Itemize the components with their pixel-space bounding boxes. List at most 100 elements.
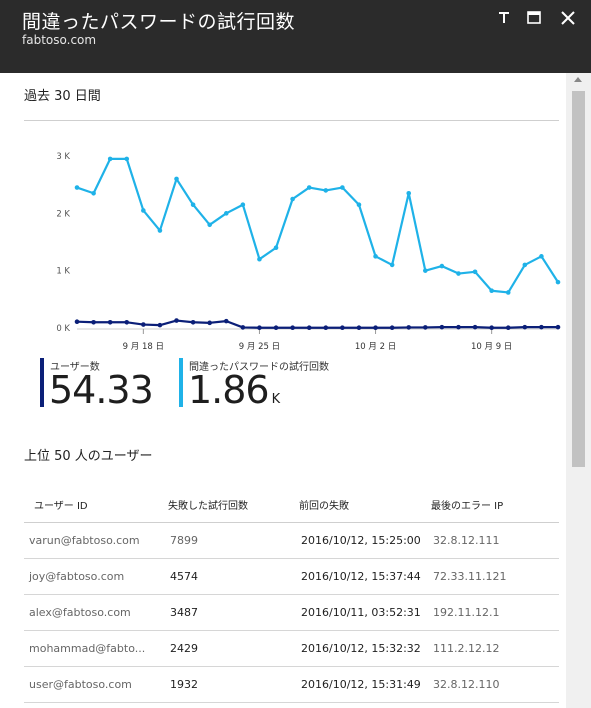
- users-data-point: [356, 325, 362, 331]
- users-data-point: [439, 324, 445, 330]
- users-data-point: [555, 324, 561, 330]
- user-id-cell: varun@fabtoso.com: [24, 522, 158, 559]
- x-tick-label: 10 月 2 日: [355, 342, 396, 352]
- top-users-title: 上位 50 人のユーザー: [24, 449, 153, 464]
- users-data-point: [539, 324, 544, 330]
- failed-attempts-cell: 2429: [158, 630, 289, 667]
- table-header-row: ユーザー ID 失敗した試行回数 前回の失敗 最後のエラー IP: [24, 486, 559, 523]
- kpi-attempts-value: 1.86 K: [188, 368, 281, 412]
- kpi-users-value: 54.33: [49, 368, 154, 412]
- last-error-ip-cell: 32.8.12.111: [421, 522, 559, 559]
- attempts-data-point: [505, 290, 511, 295]
- last-error-ip-cell: 192.11.12.1: [421, 594, 559, 631]
- last-error-ip-cell: 72.33.11.121: [421, 558, 559, 595]
- pin-icon[interactable]: [495, 9, 513, 27]
- kpi-users-label: ユーザー数: [50, 362, 100, 373]
- users-data-point: [74, 319, 80, 324]
- kpi-users-color-bar: [40, 358, 44, 407]
- users-data-point: [340, 325, 345, 331]
- blade-title: 間違ったパスワードの試行回数: [22, 11, 296, 33]
- scroll-up-arrow-icon[interactable]: [574, 77, 582, 82]
- column-header-user-id[interactable]: ユーザー ID: [24, 486, 158, 523]
- users-data-point: [273, 325, 279, 331]
- users-data-point: [290, 325, 295, 331]
- users-series-line: [76, 319, 558, 329]
- attempts-data-point: [323, 188, 329, 193]
- attempts-data-point: [406, 190, 412, 196]
- failed-attempts-cell: 7899: [158, 522, 289, 559]
- users-data-point: [423, 325, 428, 330]
- attempts-data-point: [190, 202, 196, 208]
- users-data-point: [406, 325, 412, 330]
- failed-attempts-cell: 4574: [158, 558, 289, 595]
- blade-content: 過去 30 日間 0 K 1 K 2 K 3 K 9 月 18 日 9 月 25 日 10 …: [0, 73, 566, 708]
- attempts-data-point: [439, 263, 445, 269]
- divider: [24, 120, 559, 121]
- users-data-point: [505, 325, 511, 331]
- scroll-thumb[interactable]: [572, 91, 585, 467]
- last-error-ip-cell: 32.8.12.110: [421, 666, 559, 703]
- attempts-data-point: [290, 196, 295, 202]
- attempts-data-point: [423, 268, 428, 273]
- attempts-data-point: [91, 190, 96, 196]
- blade-subtitle: fabtoso.com: [22, 33, 97, 47]
- y-tick-label: 0 K: [56, 324, 70, 334]
- close-icon[interactable]: [559, 9, 577, 27]
- failed-attempts-cell: 1932: [158, 666, 289, 703]
- users-data-point: [323, 325, 329, 331]
- attempts-data-point: [141, 208, 146, 213]
- maximize-icon[interactable]: [525, 9, 543, 27]
- attempts-data-point: [373, 254, 378, 259]
- last-error-ip-cell: 111.2.12.12: [421, 630, 559, 667]
- last-failure-cell: 2016/10/12, 15:37:44: [289, 558, 421, 595]
- users-data-point: [124, 319, 130, 325]
- users-data-point: [389, 325, 395, 331]
- user-id-cell: user@fabtoso.com: [24, 666, 158, 703]
- y-tick-label: 1 K: [56, 267, 70, 277]
- table-row[interactable]: mohammad@fabto... 2429 2016/10/12, 15:32…: [24, 630, 559, 667]
- users-data-point: [472, 324, 478, 330]
- column-header-failed-attempts[interactable]: 失敗した試行回数: [158, 486, 289, 523]
- users-data-point: [522, 324, 528, 330]
- table-row[interactable]: user@fabtoso.com 1932 2016/10/12, 15:31:…: [24, 666, 559, 703]
- attempts-data-point: [207, 222, 212, 228]
- users-data-point: [190, 319, 196, 325]
- attempts-data-point: [356, 202, 362, 208]
- users-data-point: [174, 318, 179, 323]
- users-data-point: [257, 325, 262, 331]
- last-failure-cell: 2016/10/12, 15:31:49: [289, 666, 421, 703]
- table-row[interactable]: joy@fabtoso.com 4574 2016/10/12, 15:37:4…: [24, 558, 559, 595]
- attempts-data-point: [257, 256, 262, 262]
- user-id-cell: alex@fabtoso.com: [24, 594, 158, 631]
- failed-attempts-cell: 3487: [158, 594, 289, 631]
- column-header-last-failure[interactable]: 前回の失敗: [289, 486, 421, 523]
- attempts-data-point: [340, 185, 345, 190]
- users-data-point: [141, 322, 146, 327]
- attempts-data-point: [306, 185, 312, 190]
- users-data-point: [240, 325, 246, 330]
- attempts-data-point: [74, 185, 80, 190]
- attempts-data-point: [522, 262, 528, 268]
- attempts-data-point: [124, 156, 130, 162]
- attempts-data-point: [174, 176, 179, 182]
- last-failure-cell: 2016/10/12, 15:32:32: [289, 630, 421, 667]
- kpi-attempts-color-bar: [179, 358, 183, 407]
- attempts-series-line: [76, 157, 559, 294]
- user-id-cell: joy@fabtoso.com: [24, 558, 158, 595]
- user-id-cell: mohammad@fabto...: [24, 630, 158, 667]
- attempts-data-point: [107, 156, 113, 162]
- table-row[interactable]: varun@fabtoso.com 7899 2016/10/12, 15:25…: [24, 522, 559, 559]
- users-data-point: [91, 319, 96, 325]
- attempts-data-point: [389, 262, 395, 268]
- x-tick-label: 10 月 9 日: [471, 342, 512, 352]
- blade-header: 間違ったパスワードの試行回数 fabtoso.com: [0, 0, 591, 73]
- users-data-point: [489, 325, 494, 331]
- vertical-scrollbar[interactable]: [566, 73, 591, 708]
- attempts-data-point: [489, 288, 494, 294]
- attempts-line-chart[interactable]: 0 K 1 K 2 K 3 K 9 月 18 日 9 月 25 日 10 月 2 日 10 月…: [0, 73, 566, 358]
- table-row[interactable]: alex@fabtoso.com 3487 2016/10/11, 03:52:…: [24, 594, 559, 631]
- x-tick-label: 9 月 18 日: [123, 342, 164, 352]
- users-data-point: [373, 325, 378, 331]
- column-header-last-error-ip[interactable]: 最後のエラー IP: [421, 486, 559, 523]
- last-failure-cell: 2016/10/12, 15:25:00: [289, 522, 421, 559]
